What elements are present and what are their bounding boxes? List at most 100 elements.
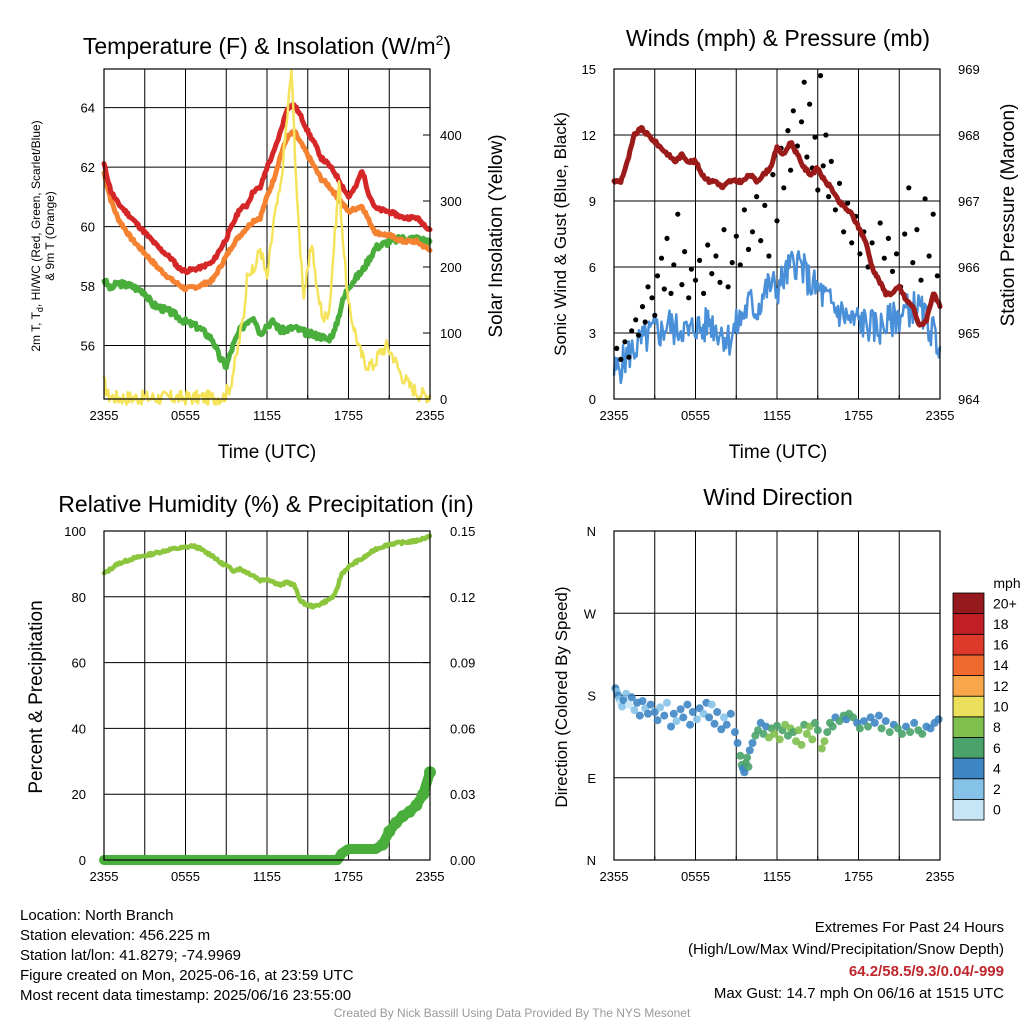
direction-point <box>745 746 754 755</box>
winds-gust-point <box>801 79 807 85</box>
ylabel-temperature-left: 2m T, Td, HI/WC (Red, Green, Scarlet/Blu… <box>29 120 45 351</box>
winds-xlabel: Time (UTC) <box>729 442 828 463</box>
temperature-xlabel: Time (UTC) <box>218 442 317 463</box>
winds-gust-point <box>781 185 787 191</box>
winds-gust-point <box>661 286 667 292</box>
direction-point <box>722 720 731 729</box>
winds-frame <box>613 68 941 400</box>
direction-ytick-label: N <box>587 853 596 868</box>
temperature-xtick-label: 2355 <box>90 408 119 423</box>
direction-point <box>775 735 784 744</box>
direction-point <box>835 717 844 726</box>
temperature-ytick-right-label: 200 <box>440 260 462 275</box>
winds-gust-point <box>649 295 655 301</box>
direction-point <box>808 735 817 744</box>
winds-ytick-label: 6 <box>589 260 596 275</box>
legend-level-label: 14 <box>993 657 1009 673</box>
direction-ytick-label: E <box>587 771 596 786</box>
temperature-panel: 2355 0555 1155 1755 2355 56 58 60 62 64 0 100 200 300… <box>81 68 507 463</box>
temperature-series-insolation <box>102 69 432 406</box>
winds-xtick-label: 1755 <box>844 408 873 423</box>
direction-point <box>672 717 681 726</box>
direction-point <box>710 719 719 728</box>
direction-point <box>692 715 701 724</box>
winds-gust-point <box>754 194 760 200</box>
extremes-info: Extremes For Past 24 Hours (High/Low/Max… <box>688 917 1004 1005</box>
direction-point <box>683 700 692 709</box>
direction-point <box>720 713 728 722</box>
direction-point <box>855 724 864 733</box>
direction-point <box>705 713 714 722</box>
direction-point <box>656 703 665 712</box>
winds-gust-point <box>815 187 821 193</box>
direction-point <box>893 724 902 733</box>
direction-point <box>823 728 832 737</box>
temperature-xtick-label: 1755 <box>334 408 363 423</box>
winds-ytick-label: 12 <box>582 128 596 143</box>
direction-point <box>885 728 894 737</box>
direction-point <box>618 702 627 711</box>
direction-point <box>794 726 803 735</box>
winds-gust-point <box>635 332 642 338</box>
temperature-ytick-label: 62 <box>81 160 95 175</box>
winds-ytick-right-label: 964 <box>958 392 980 407</box>
humidity-precip-point <box>376 838 389 851</box>
direction-point <box>726 709 735 718</box>
extremes-values: 64.2/58.5/9.3/0.04/-999 <box>848 963 1004 980</box>
humidity-xtick-label: 1155 <box>253 869 281 884</box>
direction-point <box>650 708 659 716</box>
direction-point <box>646 700 655 709</box>
winds-gust-point <box>785 128 791 134</box>
temperature-series-dewpoint <box>101 234 433 371</box>
temperature-ytick-right-label: 300 <box>440 194 462 209</box>
recent-data-timestamp: Most recent data timestamp: 2025/06/16 2… <box>20 987 352 1004</box>
winds-gust-point <box>914 227 920 233</box>
winds-gust-point <box>770 172 776 178</box>
humidity-xtick-label: 1755 <box>334 869 363 884</box>
legend-swatch <box>952 798 985 821</box>
winds-gust-point <box>902 231 908 237</box>
station-elevation: Station elevation: 456.225 m <box>20 927 211 944</box>
temperature-ytick-right-label: 100 <box>440 326 462 341</box>
wind-direction-panel: 2355 0555 1155 1755 2355 N E S W N Direction (Colo… <box>552 524 954 884</box>
temperature-series-temp_2m <box>101 101 433 276</box>
winds-gust-point <box>705 242 711 248</box>
winds-gust-point <box>828 158 834 164</box>
direction-point <box>635 711 644 720</box>
legend-level-label: 12 <box>993 678 1009 694</box>
winds-gust-point <box>737 262 743 268</box>
winds-gust-point <box>849 240 855 246</box>
direction-point <box>797 740 806 749</box>
legend-swatch <box>952 716 985 738</box>
winds-gust-point <box>749 229 756 235</box>
legend-level-label: 8 <box>993 719 1001 735</box>
winds-ylabel-right: Station Pressure (Maroon) <box>998 104 1019 327</box>
direction-point <box>653 716 662 725</box>
winds-ytick-label: 3 <box>589 326 596 341</box>
direction-point <box>644 709 652 718</box>
winds-gust-point <box>823 132 829 138</box>
winds-gust-point <box>639 304 646 310</box>
winds-gust-point <box>622 339 628 345</box>
winds-panel: 2355 0555 1155 1755 2355 0 3 6 9 12 15 964 965 966 967… <box>551 62 1019 463</box>
direction-point <box>630 706 639 715</box>
temperature-xtick-label: 1155 <box>253 408 281 423</box>
winds-gust-point <box>794 143 801 149</box>
direction-point <box>902 722 910 731</box>
winds-gust-point <box>906 185 912 191</box>
direction-point <box>748 739 757 747</box>
humidity-xtick-label: 0555 <box>171 869 200 884</box>
direction-point <box>770 729 779 738</box>
winds-series-pressure <box>611 125 943 328</box>
direction-point <box>660 711 669 720</box>
winds-gust-point <box>812 134 818 140</box>
direction-point <box>688 708 697 716</box>
winds-gust-point <box>679 282 685 288</box>
direction-xtick-label: 2355 <box>926 869 955 884</box>
direction-xtick-label: 1155 <box>763 869 791 884</box>
temperature-ytick-label: 56 <box>81 338 95 353</box>
winds-ytick-label: 0 <box>589 392 596 407</box>
direction-point <box>877 724 886 733</box>
winds-gust-point <box>725 284 731 290</box>
